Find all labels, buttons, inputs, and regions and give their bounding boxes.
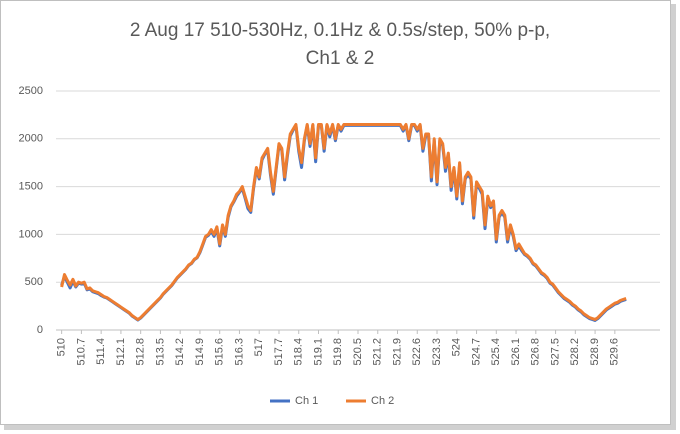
x-tick-label: 519.8: [332, 338, 344, 366]
x-tick-label: 512.8: [135, 338, 147, 366]
chart-title: Ch1 & 2: [306, 48, 375, 69]
legend-label: Ch 1: [295, 395, 318, 407]
x-tick-label: 521.9: [391, 338, 403, 366]
x-tick-label: 528.2: [569, 338, 581, 366]
x-tick-label: 523.3: [431, 338, 443, 366]
x-tick-label: 516.3: [233, 338, 245, 366]
x-tick-label: 521.2: [372, 338, 384, 366]
x-tick-label: 514.9: [194, 338, 206, 366]
x-tick-label: 514.2: [174, 338, 186, 366]
x-tick-label: 517.7: [273, 338, 285, 366]
x-tick-label: 510: [56, 338, 68, 356]
x-tick-label: 510.7: [75, 338, 87, 366]
y-tick-label: 500: [25, 276, 43, 288]
chart-frame: [0, 0, 671, 425]
series-line: [60, 122, 627, 321]
y-tick-label: 1500: [19, 181, 43, 193]
x-tick-label: 520.5: [352, 338, 364, 366]
x-tick-label: 511.4: [95, 338, 107, 365]
y-tick-label: 1000: [19, 228, 43, 240]
x-tick-label: 526.8: [530, 338, 542, 366]
x-tick-label: 512.1: [115, 338, 127, 366]
x-tick-label: 524.7: [470, 338, 482, 366]
chart-title: 2 Aug 17 510-530Hz, 0.1Hz & 0.5s/step, 5…: [130, 20, 550, 41]
x-tick-label: 528.9: [589, 338, 601, 366]
y-tick-label: 2000: [19, 133, 43, 145]
x-tick-label: 515.6: [214, 338, 226, 366]
x-tick-label: 527.5: [549, 338, 561, 366]
x-tick-label: 522.6: [411, 338, 423, 366]
x-tick-label: 518.4: [293, 338, 305, 366]
x-tick-label: 525.4: [490, 338, 502, 366]
x-tick-label: 529.6: [609, 338, 621, 366]
x-tick-label: 519.1: [312, 338, 324, 366]
legend-label: Ch 2: [371, 395, 394, 407]
y-tick-label: 2500: [19, 85, 43, 97]
x-tick-label: 517: [253, 338, 265, 356]
x-tick-label: 526.1: [510, 338, 522, 366]
y-tick-label: 0: [37, 324, 43, 336]
x-tick-label: 524: [451, 338, 463, 356]
x-tick-label: 513.5: [154, 338, 166, 366]
